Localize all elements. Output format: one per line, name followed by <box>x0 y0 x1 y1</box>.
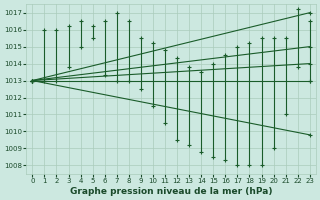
X-axis label: Graphe pression niveau de la mer (hPa): Graphe pression niveau de la mer (hPa) <box>70 187 272 196</box>
